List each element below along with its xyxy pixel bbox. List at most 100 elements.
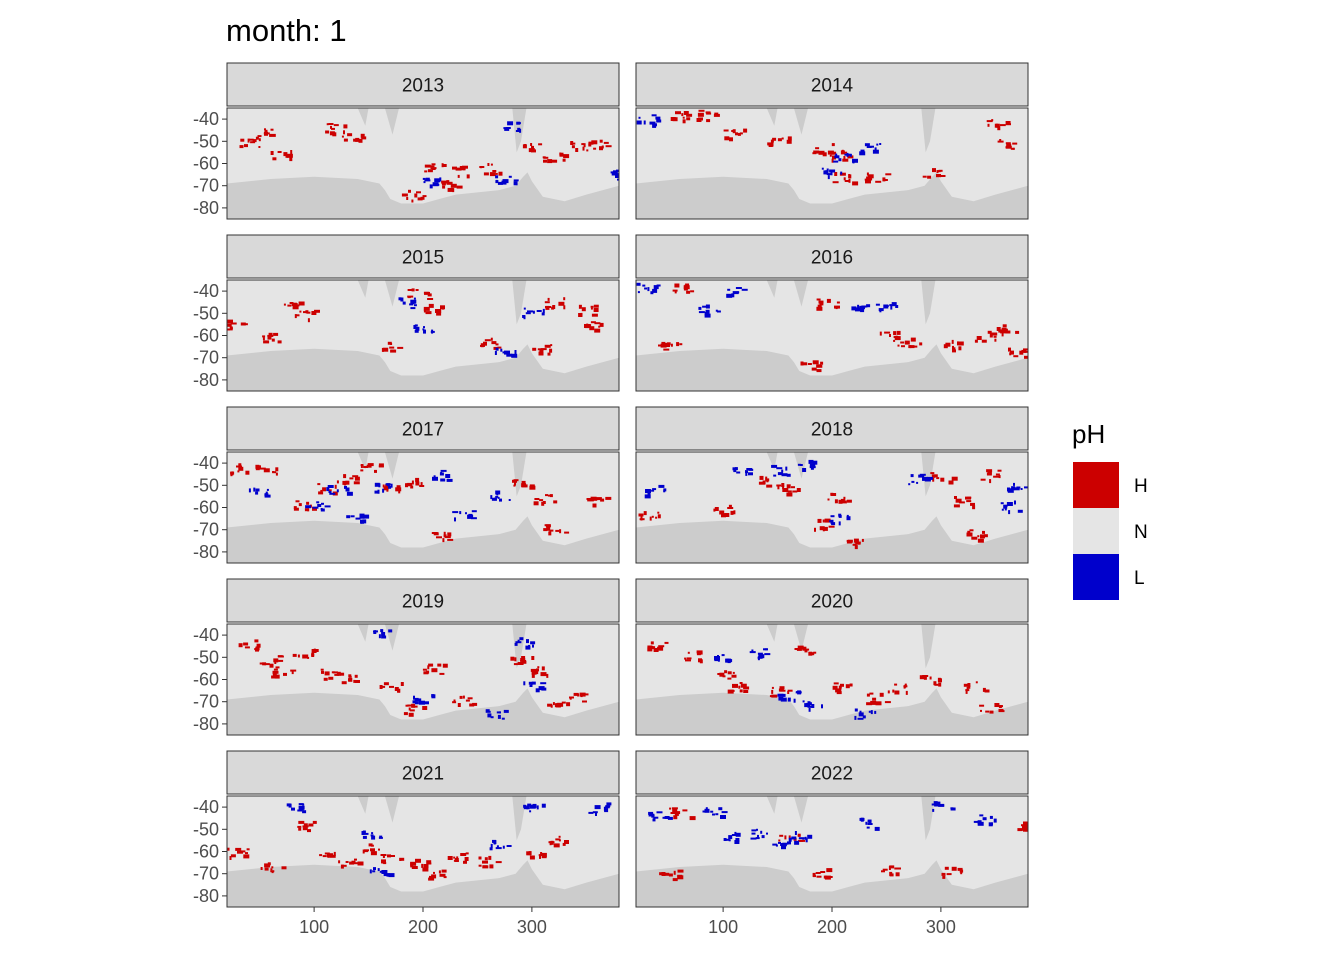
data-cell-h [370,844,374,847]
data-cell-h [677,874,683,878]
data-cell-h [937,677,941,682]
data-cell-h [244,144,248,148]
data-cell-h [683,111,689,115]
y-tick-label: -80 [193,886,219,906]
data-cell-h [808,651,813,656]
data-cell-h [541,852,547,857]
data-cell-h [360,464,364,467]
data-cell-h [777,485,780,490]
data-cell-h [302,825,309,828]
data-cell-h [958,341,964,346]
data-cell-h [679,343,683,346]
data-cell-h [389,346,395,349]
data-cell-l [732,291,739,295]
data-cell-h [361,136,367,140]
data-cell-l [490,495,493,500]
data-cell-l [805,838,808,843]
data-cell-h [290,669,297,672]
data-cell-h [936,175,941,178]
data-cell-h [489,864,494,869]
data-cell-h [457,703,461,707]
data-cell-h [550,344,553,347]
data-cell-h [664,641,669,644]
data-cell-l [829,520,833,523]
data-cell-h [343,474,347,479]
data-cell-h [564,840,569,844]
data-cell-h [826,868,833,873]
data-cell-h [521,480,526,485]
data-cell-h [998,329,1002,333]
data-cell-h [979,704,985,707]
data-cell-h [957,341,959,346]
data-cell-h [814,527,816,532]
data-cell-h [439,672,445,675]
data-cell-l [821,704,823,709]
data-cell-l [363,514,370,519]
data-cell-h [345,480,350,485]
data-cell-h [647,647,653,652]
data-cell-h [664,343,670,347]
data-cell-h [370,851,377,856]
data-cell-l [536,310,542,312]
data-cell-h [495,343,499,346]
data-cell-h [674,283,680,288]
data-cell-l [606,802,612,806]
data-cell-h [948,480,954,485]
data-cell-h [822,527,825,532]
data-cell-l [291,807,295,811]
data-cell-h [943,344,948,349]
data-cell-h [922,175,927,178]
data-cell-l [415,326,420,331]
data-cell-h [954,496,957,499]
data-cell-l [830,171,833,176]
data-cell-h [983,534,988,538]
data-cell-h [443,876,447,879]
data-cell-h [438,870,441,874]
data-cell-h [446,180,450,184]
data-cell-l [470,517,477,520]
data-cell-l [760,830,763,834]
data-cell-l [446,478,453,482]
facet-strip [226,750,620,795]
data-cell-h [686,290,691,294]
data-cell-h [297,825,302,828]
data-cell-l [526,639,529,644]
data-cell-h [415,477,420,482]
data-cell-l [794,831,797,835]
data-cell-h [281,866,287,870]
data-cell-h [360,133,365,138]
data-cell-l [807,834,813,839]
data-cell-h [835,307,838,310]
data-cell-h [558,839,561,842]
data-cell-h [342,480,347,485]
data-cell-l [266,488,269,491]
data-cell-h [275,472,278,476]
data-cell-h [1015,330,1020,334]
data-cell-h [330,125,332,129]
data-cell-h [294,304,300,307]
data-cell-h [447,856,453,860]
land-mass [766,796,778,814]
data-cell-h [431,874,437,879]
data-cell-l [529,685,533,687]
data-cell-h [865,180,871,184]
data-cell-h [723,129,729,132]
data-cell-h [892,689,895,693]
data-cell-h [997,140,1004,143]
legend-key-l [1073,554,1119,600]
data-cell-h [1005,121,1011,125]
data-cell-l [721,654,725,657]
data-cell-l [454,517,456,522]
data-cell-l [415,698,422,702]
data-cell-h [447,538,454,541]
data-cell-h [797,834,801,837]
data-cell-h [1005,330,1011,334]
data-cell-h [883,179,888,181]
data-cell-h [984,689,990,693]
data-cell-h [531,673,535,678]
land-mass [227,344,619,391]
data-cell-l [509,354,515,357]
data-cell-l [379,835,383,838]
data-cell-l [934,804,940,807]
data-cell-h [904,340,910,345]
